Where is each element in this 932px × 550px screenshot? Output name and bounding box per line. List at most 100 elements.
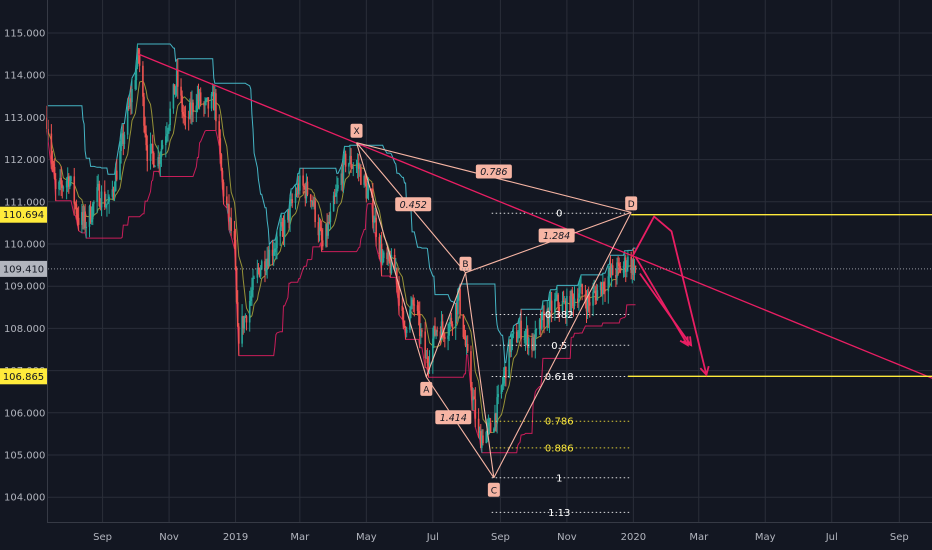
candle-body [197,94,200,101]
candle-body [563,301,566,303]
candle-body [543,311,545,328]
fibonacci-retracement: 0 0.382 0.5 0.618 0.786 0.886 1 1.13 [491,209,632,519]
candle-body [393,254,396,270]
candle-body [366,190,369,199]
candle-body [289,203,291,222]
candle-body [398,287,400,306]
candle-body [145,133,147,146]
candle-body [351,167,353,169]
candle-body [157,157,159,167]
y-tick-label: 111.000 [4,197,45,208]
candle-body [482,435,484,444]
candle-body [340,173,343,185]
candle-body [210,94,213,109]
fib-level-label: 0.618 [545,372,574,383]
candle-body [478,431,481,433]
candle-body [305,181,308,199]
candle-body [548,301,551,323]
harmonic-ratio-label: 1.414 [440,413,467,424]
forecast-arrow-primary [631,215,708,376]
candle-body [394,268,397,270]
forecast-arrow-primary-head [699,365,710,377]
candle-body [108,196,110,202]
candle-body [112,189,115,193]
candle-body [535,329,538,331]
candle-body [77,217,80,225]
forecast-arrows [631,215,710,377]
candle-body [66,176,69,181]
candle-body [303,185,306,188]
y-tick-label: 109.000 [4,282,45,293]
candle-body [609,267,612,275]
candle-body [412,299,415,305]
candle-body [341,173,344,184]
candle-body [375,217,377,237]
candle-body [592,292,594,306]
candle-body [379,243,382,254]
candle-body [180,86,182,96]
candle-body [59,177,61,183]
candle-body [352,167,355,169]
candle-body [272,252,275,256]
candle-body [313,200,315,206]
horizontal-levels [48,214,932,377]
candle-body [61,184,64,188]
candle-body [554,299,556,313]
candle-body [374,217,376,223]
candle-body [594,290,597,294]
candle-body [519,320,521,331]
candle-body [389,261,392,274]
candle-body [181,95,183,112]
candle-body [456,304,458,315]
fib-level-label: 0.786 [545,417,574,428]
candle-body [618,263,620,267]
candle-body [502,375,505,384]
candle-body [448,324,450,336]
candle-body [54,179,57,190]
fib-level-label: 0.5 [551,341,567,352]
candle-body [503,366,506,376]
candle-body [344,153,347,167]
candle-body [555,298,557,300]
candle-body [624,257,627,272]
candle-body [314,200,316,223]
candle-body [176,69,179,87]
y-axis[interactable]: 115.000 114.000 113.000 112.000 111.000 110.0… [4,29,45,504]
candle-body [405,329,408,333]
candle-body [538,319,541,330]
candle-body [365,183,368,199]
candle-body [130,98,132,103]
x-axis[interactable]: Sep Nov 2019 Mar May Jul Sep Nov 2020 Mar May Jul Se… [93,532,909,543]
x-tick-label: Sep [491,532,510,543]
candle-body [459,288,461,315]
candle-body [258,268,261,277]
candle-body [588,302,591,306]
candle-body [600,282,603,295]
candle-body [267,258,270,267]
candle-body [131,89,133,103]
candle-body [149,144,152,162]
candle-body [547,308,550,323]
candle-body [137,50,140,56]
candle-body [602,282,604,295]
candle-body [631,259,634,274]
candle-body [173,84,176,95]
candle-body [382,252,385,259]
candle-body [96,187,98,202]
candle-body [623,257,626,266]
candle-body [436,330,438,332]
candle-body [457,297,459,315]
candle-body [411,299,413,306]
harmonic-ratio-label: 0.452 [400,200,427,211]
harmonic-leg [464,272,495,478]
candle-body [229,218,231,222]
candle-body [119,151,121,180]
candle-body [373,222,375,224]
candle-body [595,293,598,301]
candle-body [608,267,611,277]
candle-body [164,136,167,146]
candle-body [273,248,276,253]
candle-body [214,93,216,111]
candle-body [235,268,238,303]
